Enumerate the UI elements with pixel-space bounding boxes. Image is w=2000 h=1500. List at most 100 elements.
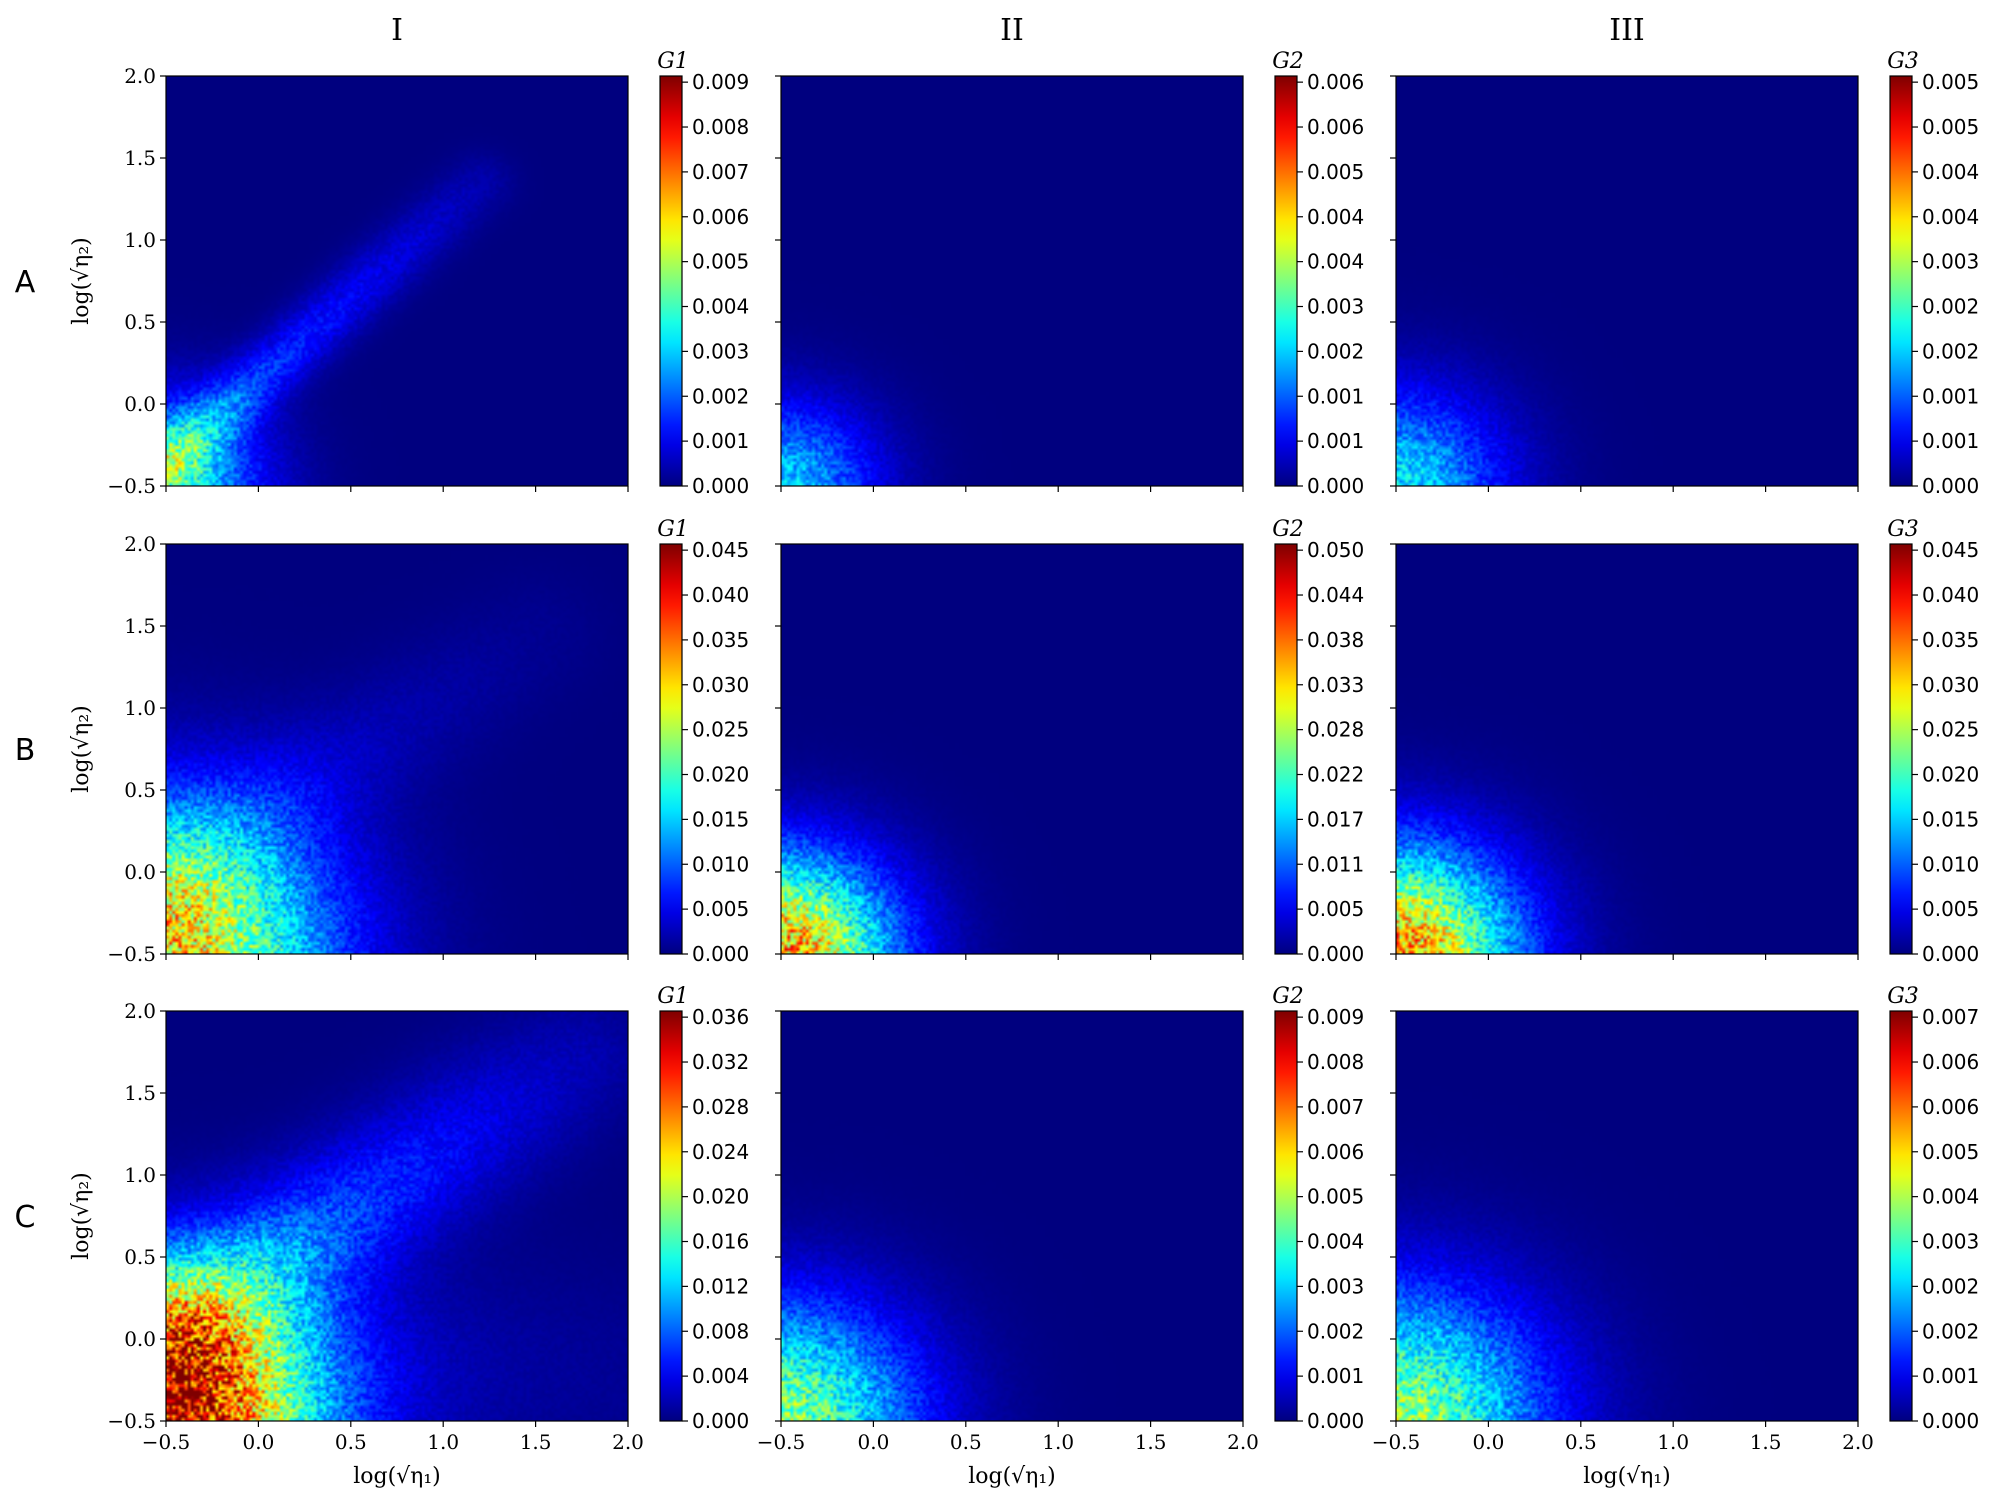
colorbar-tick-label: 0.035 (1922, 628, 1979, 652)
y-tick-label: 2.0 (124, 532, 156, 556)
x-tick-label: 1.5 (520, 1430, 552, 1454)
colorbar-tick-label: 0.004 (692, 295, 749, 319)
colorbar-tick-label: 0.001 (1922, 1364, 1979, 1388)
colorbar-tick-label: 0.028 (692, 1095, 749, 1119)
heatmap-image (1396, 76, 1858, 486)
heatmap-panel-b-ii: G2 0.000 0.005 0.011 0.017 0.022 0.028 0.033 0.0… (775, 517, 1364, 966)
x-tick-label: 2.0 (612, 1430, 644, 1454)
colorbar-tick-label: 0.025 (692, 718, 749, 742)
y-tick-label: 1.0 (124, 1163, 156, 1187)
colorbar-tick-label: 0.032 (692, 1050, 749, 1074)
x-tick-label: 0.0 (857, 1430, 889, 1454)
y-tick-label: 0.0 (124, 392, 156, 416)
plot-frame (165, 543, 629, 955)
y-tick-label: 2.0 (124, 64, 156, 88)
colorbar-tick-label: 0.002 (1307, 339, 1364, 363)
colorbar-tick-label: 0.006 (692, 205, 749, 229)
colorbar-title: G2 (1272, 984, 1304, 1009)
colorbar-tick-label: 0.004 (1922, 1185, 1979, 1209)
colorbar-tick-label: 0.040 (692, 583, 749, 607)
colorbar-tick-label: 0.001 (692, 429, 749, 453)
y-tick-label: 0.0 (124, 860, 156, 884)
heatmap-image (1396, 544, 1858, 954)
colorbar-tick-label: 0.005 (1922, 897, 1979, 921)
colorbar-title: G3 (1887, 517, 1919, 542)
y-tick-label: 1.5 (124, 614, 156, 638)
colorbar-title: G2 (1272, 49, 1304, 74)
colorbar-tick-label: 0.015 (692, 807, 749, 831)
colorbar-tick-label: 0.004 (1307, 1230, 1364, 1254)
heatmap-image (166, 76, 628, 486)
colorbar-tick-label: 0.015 (1922, 807, 1979, 831)
colorbar-tick-label: 0.009 (692, 70, 749, 94)
x-tick-label: 0.5 (950, 1430, 982, 1454)
colorbar-tick-label: 0.040 (1922, 583, 1979, 607)
heatmap-image (781, 1011, 1243, 1421)
x-tick-label: 0.0 (1472, 1430, 1504, 1454)
y-tick-label: 0.5 (124, 310, 156, 334)
x-tick-label: 1.0 (1657, 1430, 1689, 1454)
colorbar (659, 543, 683, 955)
column-title-3: III (1609, 13, 1645, 48)
colorbar-tick-label: 0.001 (1307, 1364, 1364, 1388)
y-axis-label: log(√η₂) (69, 237, 94, 325)
colorbar-tick-label: 0.005 (1307, 897, 1364, 921)
colorbar-tick-label: 0.016 (692, 1230, 749, 1254)
colorbar-tick-label: 0.004 (1922, 160, 1979, 184)
colorbar-tick-label: 0.003 (692, 339, 749, 363)
colorbar-tick-label: 0.001 (1307, 429, 1364, 453)
colorbar-tick-label: 0.006 (1307, 115, 1364, 139)
colorbar-tick-label: 0.004 (1307, 205, 1364, 229)
column-title-2: II (1000, 13, 1024, 48)
colorbar (1274, 543, 1298, 955)
colorbar-tick-label: 0.030 (1922, 673, 1979, 697)
colorbar-tick-label: 0.020 (692, 763, 749, 787)
colorbar-tick-label: 0.024 (692, 1140, 749, 1164)
colorbar-tick-label: 0.007 (1922, 1005, 1979, 1029)
colorbar-tick-label: 0.003 (1922, 1230, 1979, 1254)
colorbar-tick-label: 0.003 (1922, 250, 1979, 274)
colorbar-tick-label: 0.001 (1922, 429, 1979, 453)
colorbar-tick-label: 0.035 (692, 628, 749, 652)
heatmap-image (1396, 1011, 1858, 1421)
colorbar-tick-label: 0.005 (692, 897, 749, 921)
colorbar-tick-label: 0.006 (1922, 1095, 1979, 1119)
y-tick-label: 1.0 (124, 228, 156, 252)
colorbar-tick-label: 0.009 (1307, 1005, 1364, 1029)
y-tick-label: 1.5 (124, 1081, 156, 1105)
colorbar-tick-label: 0.000 (1922, 942, 1979, 966)
colorbar-title: G2 (1272, 517, 1304, 542)
x-tick-label: −0.5 (1372, 1430, 1421, 1454)
heatmap-panel-a-ii: G2 0.000 0.001 0.001 0.002 0.003 0.004 0.004 0.0… (775, 49, 1364, 498)
colorbar-title: G1 (657, 49, 689, 74)
x-tick-label: 1.0 (427, 1430, 459, 1454)
heatmap-panel-b-iii: G3 0.000 0.005 0.010 0.015 0.020 0.025 0.030 0.0… (1390, 517, 1979, 966)
y-tick-label: −0.5 (107, 474, 156, 498)
colorbar-tick-label: 0.028 (1307, 718, 1364, 742)
colorbar-tick-label: 0.000 (1922, 474, 1979, 498)
x-tick-label: 0.5 (335, 1430, 367, 1454)
x-tick-label: 1.5 (1135, 1430, 1167, 1454)
colorbar-tick-label: 0.005 (692, 250, 749, 274)
colorbar-tick-label: 0.000 (692, 1409, 749, 1433)
colorbar-tick-label: 0.006 (1922, 1050, 1979, 1074)
y-tick-label: 0.0 (124, 1327, 156, 1351)
colorbar-tick-label: 0.005 (1922, 115, 1979, 139)
colorbar-tick-label: 0.007 (1307, 1095, 1364, 1119)
colorbar-tick-label: 0.003 (1307, 295, 1364, 319)
colorbar (659, 75, 683, 487)
colorbar-tick-label: 0.030 (692, 673, 749, 697)
colorbar-tick-label: 0.020 (692, 1185, 749, 1209)
colorbar (1889, 543, 1913, 955)
colorbar-tick-label: 0.017 (1307, 807, 1364, 831)
colorbar-title: G1 (657, 984, 689, 1009)
colorbar-tick-label: 0.008 (692, 115, 749, 139)
colorbar-tick-label: 0.004 (1307, 250, 1364, 274)
x-tick-label: 2.0 (1227, 1430, 1259, 1454)
colorbar-tick-label: 0.036 (692, 1005, 749, 1029)
plot-frame (1395, 75, 1859, 487)
colorbar-tick-label: 0.000 (1307, 1409, 1364, 1433)
colorbar-tick-label: 0.002 (692, 384, 749, 408)
colorbar-tick-label: 0.005 (1922, 70, 1979, 94)
x-tick-label: 2.0 (1842, 1430, 1874, 1454)
